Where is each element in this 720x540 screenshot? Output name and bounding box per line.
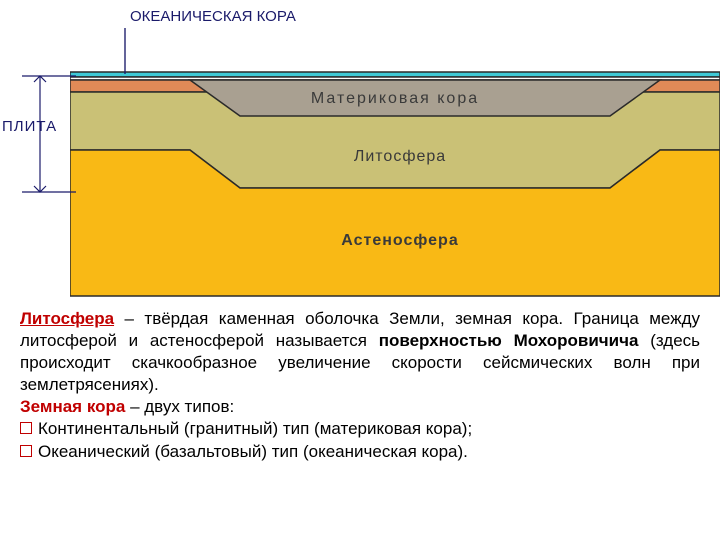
plate-annotation: ПЛИТА <box>2 118 57 135</box>
paragraph-1: Литосфера – твёрдая каменная оболочка Зе… <box>20 308 700 396</box>
bullet-icon <box>20 422 32 434</box>
bullet-item-1: Континентальный (гранитный) тип (материк… <box>20 418 700 440</box>
earth-layers-diagram: ОКЕАНИЧЕСКАЯ КОРА ПЛИТА Материковая кора… <box>0 0 720 300</box>
term-crust: Земная кора <box>20 397 125 416</box>
bullet-1-text: Континентальный (гранитный) тип (материк… <box>38 418 472 440</box>
bullet-item-2: Океанический (базальтовый) тип (океаниче… <box>20 441 700 463</box>
description-text: Литосфера – твёрдая каменная оболочка Зе… <box>20 308 700 463</box>
term-moho: поверхностью Мохоровичича <box>379 331 639 350</box>
bullet-icon <box>20 445 32 457</box>
paragraph-2: Земная кора – двух типов: <box>20 396 700 418</box>
term-lithosphere: Литосфера <box>20 309 114 328</box>
bullet-2-text: Океанический (базальтовый) тип (океаниче… <box>38 441 468 463</box>
def3: – двух типов: <box>125 397 234 416</box>
lithosphere-label: Литосфера <box>300 148 500 166</box>
continental-crust-label: Материковая кора <box>270 90 520 108</box>
oceanic-crust-annotation: ОКЕАНИЧЕСКАЯ КОРА <box>130 8 296 25</box>
asthenosphere-label: Астеносфера <box>290 232 510 250</box>
